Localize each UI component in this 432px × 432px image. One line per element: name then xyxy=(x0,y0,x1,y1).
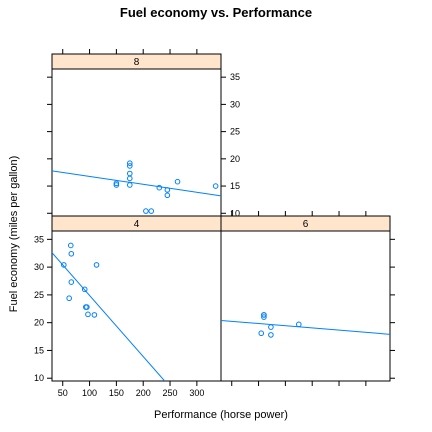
regression-line xyxy=(52,170,221,197)
panel-frame xyxy=(51,230,222,382)
panel-strip-label: 6 xyxy=(303,219,309,230)
data-point xyxy=(143,208,149,214)
data-point xyxy=(148,208,155,214)
data-point xyxy=(261,314,267,320)
data-point xyxy=(156,184,163,191)
y-tick-label: 10 xyxy=(230,208,240,218)
data-point xyxy=(268,332,274,338)
data-point xyxy=(61,262,67,268)
y-tick-label: 15 xyxy=(34,345,44,355)
data-point xyxy=(174,178,181,185)
y-tick-label: 35 xyxy=(34,234,44,244)
y-tick-label: 20 xyxy=(34,318,44,328)
y-tick-label: 15 xyxy=(230,181,240,191)
data-point xyxy=(126,163,133,169)
plot-area: 8 10 15 20 25 30 35 4 50 100 150 200 250 300 10 15 20 25 3… xyxy=(34,49,395,398)
data-point xyxy=(295,321,302,328)
regression-line xyxy=(221,319,390,335)
data-point xyxy=(268,324,274,330)
data-point xyxy=(258,330,265,337)
panel-strip-label: 4 xyxy=(134,219,140,230)
data-point xyxy=(68,279,75,285)
x-tick-label: 50 xyxy=(58,388,68,398)
data-point xyxy=(126,170,133,177)
x-tick-label: 100 xyxy=(82,388,97,398)
y-tick-label: 25 xyxy=(34,290,44,300)
y-tick-label: 20 xyxy=(230,154,240,164)
data-point xyxy=(68,250,75,257)
panel-strip-label: 8 xyxy=(134,57,140,68)
x-tick-label: 250 xyxy=(163,388,178,398)
x-tick-label: 300 xyxy=(189,388,204,398)
data-point xyxy=(113,182,120,188)
data-point xyxy=(212,183,219,189)
panel-frame xyxy=(51,68,222,217)
panel-frame xyxy=(220,230,391,382)
data-point xyxy=(93,262,100,268)
x-tick-label: 150 xyxy=(109,388,124,398)
data-point xyxy=(126,182,133,188)
data-point xyxy=(261,312,267,318)
regression-line xyxy=(52,252,166,381)
data-point xyxy=(84,304,90,310)
data-point xyxy=(126,175,133,182)
y-tick-label: 35 xyxy=(230,72,240,82)
x-tick-label: 200 xyxy=(136,388,151,398)
data-point xyxy=(67,242,74,249)
chart-title: Fuel economy vs. Performance xyxy=(120,5,312,20)
y-tick-label: 30 xyxy=(34,262,44,272)
x-axis-label: Performance (horse power) xyxy=(154,409,288,421)
y-axis-label: Fuel economy (miles per gallon) xyxy=(8,156,20,313)
data-point xyxy=(164,187,171,193)
data-point xyxy=(91,312,98,318)
data-point xyxy=(113,180,120,187)
y-tick-label: 30 xyxy=(230,99,240,109)
y-tick-label: 10 xyxy=(34,373,44,383)
data-point xyxy=(164,192,171,199)
data-point xyxy=(126,160,133,166)
data-point xyxy=(85,311,91,318)
y-tick-label: 25 xyxy=(230,127,240,137)
data-point xyxy=(66,295,72,302)
data-point xyxy=(81,286,88,293)
